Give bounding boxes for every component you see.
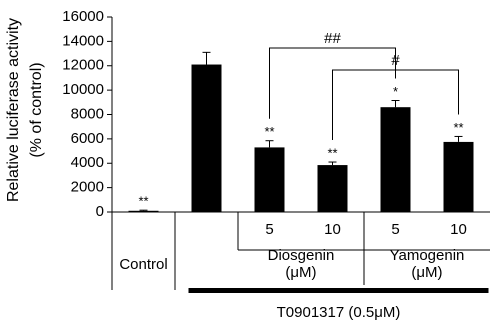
treatment-label: T0901317 (0.5μM): [277, 304, 401, 321]
bar: [380, 107, 411, 212]
bar: [317, 165, 348, 212]
significance-mark: **: [327, 145, 337, 160]
bracket-label: #: [391, 52, 400, 69]
group-label: Yamogenin: [390, 247, 465, 264]
bar: [128, 210, 159, 212]
group-label: (μM): [285, 264, 316, 281]
y-tick-label: 8000: [71, 105, 104, 122]
bracket: [269, 47, 396, 119]
x-tick-label: 10: [450, 221, 467, 238]
x-tick-label: Control: [119, 256, 167, 273]
y-axis-label: (% of control): [28, 62, 45, 157]
significance-mark: **: [264, 124, 274, 139]
y-tick-label: 14000: [62, 32, 104, 49]
bar: [443, 141, 474, 212]
y-tick-label: 0: [96, 203, 104, 220]
y-tick-label: 2000: [71, 179, 104, 196]
x-tick-label: 10: [324, 221, 341, 238]
x-tick-label: 5: [265, 221, 273, 238]
group-label: Diosgenin: [268, 247, 335, 264]
y-tick-label: 12000: [62, 57, 104, 74]
y-tick-label: 16000: [62, 8, 104, 25]
bracket-label: ##: [324, 30, 341, 47]
significance-mark: *: [393, 84, 398, 99]
significance-mark: **: [453, 120, 463, 135]
y-tick-label: 10000: [62, 81, 104, 98]
bracket: [332, 69, 459, 141]
y-tick-label: 4000: [71, 154, 104, 171]
y-axis-label: Relative luciferase activity: [5, 18, 22, 202]
significance-mark: **: [138, 194, 148, 209]
bar: [191, 64, 222, 212]
treatment-bar: [188, 288, 489, 293]
group-label: (μM): [411, 264, 442, 281]
x-tick-label: 5: [391, 221, 399, 238]
bar: [254, 147, 285, 212]
y-tick-label: 6000: [71, 130, 104, 147]
